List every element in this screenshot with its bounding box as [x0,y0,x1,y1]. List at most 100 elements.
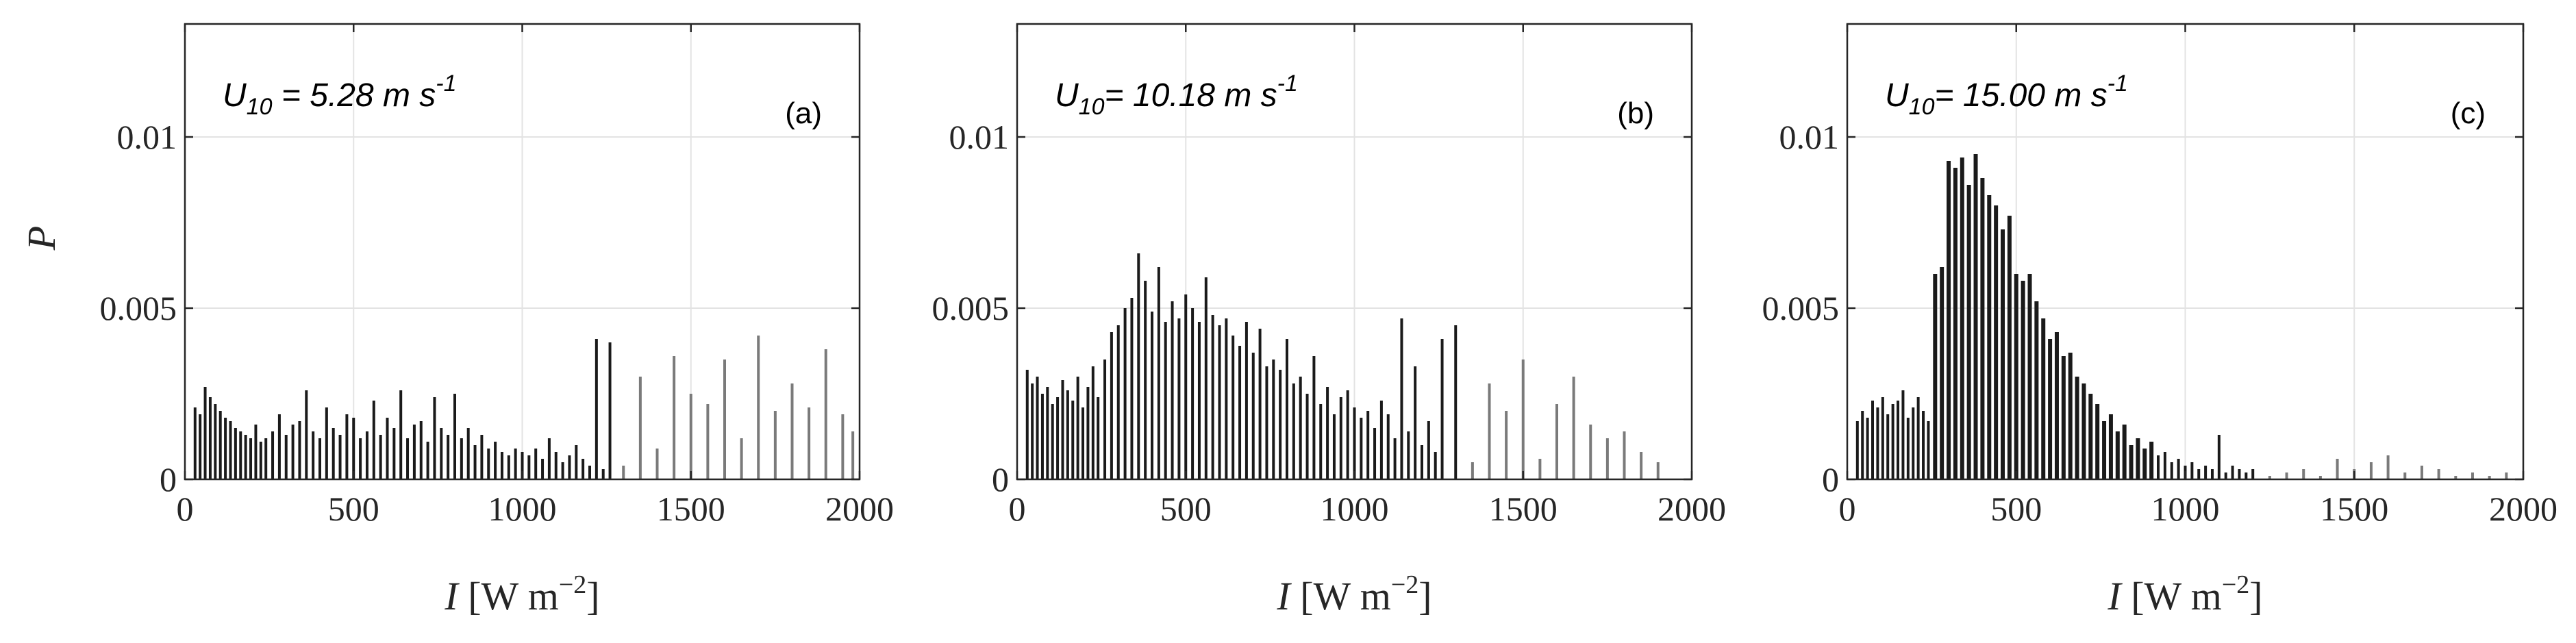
bar [239,431,242,479]
bar [1231,336,1235,479]
bar [2075,377,2079,479]
bar [2157,455,2160,479]
bar [193,407,197,479]
bar [1332,414,1336,479]
bar [2102,421,2107,479]
bar [1572,377,1575,479]
bar [588,466,591,479]
bar [1103,360,1107,479]
bar [568,455,571,479]
bar [1640,452,1643,479]
bar [1076,377,1079,479]
bar [2163,452,2166,479]
bar [277,414,281,479]
panel-tag: (a) [785,97,822,130]
bar [2488,476,2491,479]
y-tick-label: 0 [992,460,1009,499]
annotation-text: = 10.18 m s [1105,77,1277,114]
bar [1912,407,1915,479]
bar [808,407,811,479]
x-tick-label: 500 [1990,490,2042,528]
annotation-subscript: 10 [1079,94,1105,120]
x-axis-label: I [W m−2] [444,570,599,618]
bar [2437,469,2440,479]
bar [312,431,315,479]
bar [1866,418,1869,479]
bar [561,462,564,479]
bar [1373,428,1377,479]
bar [1973,154,1978,479]
bar [2007,216,2012,479]
bar [2142,449,2147,479]
bar [1366,411,1370,479]
x-axis-units: [W m [1290,574,1391,618]
bar [2471,472,2474,479]
bar [1218,325,1221,479]
bar [406,438,410,479]
bar [1051,404,1054,479]
bar [1876,407,1879,479]
bar [622,466,625,479]
bar [2403,472,2407,479]
bar [2068,353,2073,479]
bar [500,452,503,479]
x-axis-label: I [W m−2] [1276,570,1431,618]
annotation-exponent: -1 [436,71,456,97]
bar [494,442,497,479]
x-tick-label: 1500 [657,490,725,528]
annotation-text: = 15.00 m s [1935,77,2108,114]
bar [1066,390,1069,479]
bar [2251,469,2255,479]
bar [2108,414,2113,479]
bar [1994,205,1999,479]
bar [1245,322,1248,479]
bar [1319,404,1323,479]
bar [601,469,605,479]
bar [790,383,794,479]
bar [527,455,531,479]
x-tick-label: 500 [328,490,379,528]
bar [673,356,676,479]
bar [332,428,335,479]
bar [851,431,855,479]
bar [2177,459,2180,479]
bar [1393,438,1397,479]
bar [2268,476,2271,479]
bar [318,438,321,479]
bar [1191,308,1195,479]
bar [706,404,710,479]
bar [1225,318,1228,479]
bar [1407,431,1410,479]
bar [582,459,585,479]
bar [2238,469,2241,479]
bar [1987,195,1992,479]
bar [1081,407,1085,479]
bar [1071,401,1075,479]
bar [1454,325,1458,479]
x-tick-label: 1000 [488,490,557,528]
bar [1916,397,1920,479]
bar [608,342,612,479]
bar [244,435,247,479]
bar [1061,380,1064,479]
bar [264,438,268,479]
bar [2318,476,2322,479]
bar [1947,161,1951,479]
bar [352,418,355,479]
annotation-subscript: 10 [1909,94,1935,120]
bar [298,421,301,479]
bar [399,390,403,479]
bar [1434,452,1437,479]
bar [359,438,362,479]
annotation-symbol: U [1055,77,1079,114]
bar [453,394,456,479]
bar [2369,462,2373,479]
chart-panel-1: 0 500 1000 1500 2000 0 0.005 0.01 I [W m−2] P U10 … [19,23,894,618]
bar [2505,472,2508,479]
bar [1238,346,1242,479]
bar [284,435,288,479]
panel-tag: (c) [2451,97,2486,130]
annotation-subscript: 10 [247,94,273,120]
bar [2034,301,2039,479]
